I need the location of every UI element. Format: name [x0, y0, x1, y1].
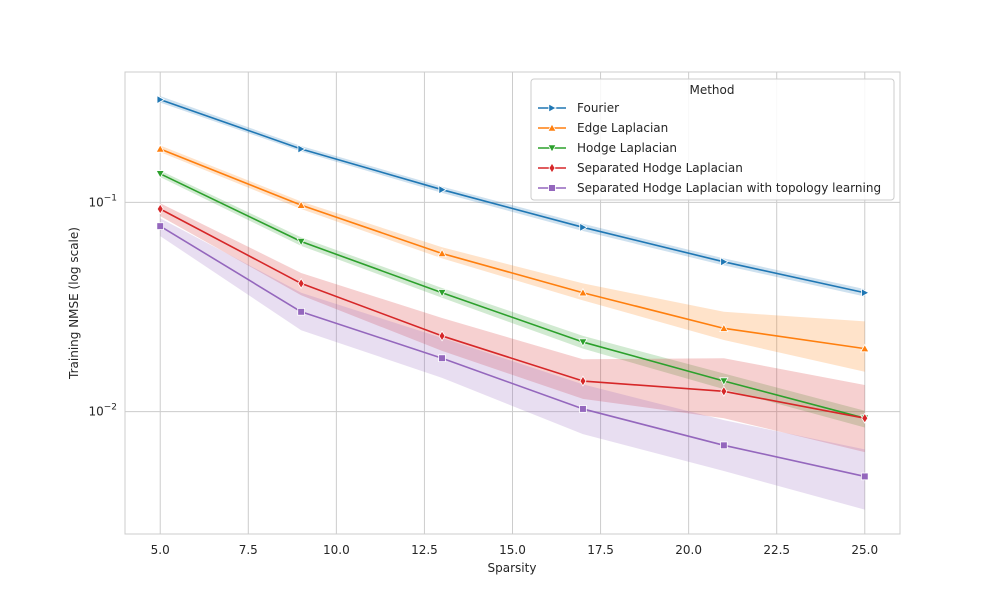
series-markers: [155, 94, 870, 481]
x-tick-label: 5.0: [151, 543, 170, 557]
marker-series-0: [438, 185, 447, 195]
legend-marker-2: [547, 144, 557, 153]
marker-series-2: [155, 170, 165, 179]
marker-series-2: [719, 377, 729, 386]
x-tick-label: 10.0: [323, 543, 350, 557]
marker-series-4: [579, 405, 587, 413]
marker-series-0: [156, 94, 166, 105]
line-series-0: [159, 98, 865, 294]
x-tick-label: 20.0: [675, 543, 702, 557]
marker-series-4: [297, 307, 305, 316]
legend-marker-1: [547, 123, 557, 132]
marker-series-1: [437, 248, 447, 258]
legend-marker-0: [548, 103, 557, 113]
x-tick-label: 7.5: [239, 543, 258, 557]
marker-series-4: [720, 441, 728, 450]
legend-label-1: Edge Laplacian: [577, 121, 668, 135]
x-tick-label: 22.5: [763, 543, 790, 557]
marker-series-3: [156, 203, 164, 215]
marker-series-0: [861, 288, 870, 298]
y-axis-label: Training NMSE (log scale): [67, 227, 81, 380]
line-series-4: [159, 225, 865, 478]
marker-series-3: [720, 385, 728, 397]
marker-series-1: [719, 323, 729, 332]
x-tick-label: 17.5: [587, 543, 614, 557]
x-axis-ticks: 5.0 7.5 10.0 12.5 15.0 17.5 20.0 22.5 25.0: [151, 543, 878, 557]
marker-series-4: [438, 354, 446, 362]
marker-series-2: [296, 237, 306, 247]
y-tick-label: 10−2: [88, 403, 117, 419]
marker-series-4: [156, 222, 165, 230]
band-series-1: [160, 145, 865, 372]
x-tick-label: 25.0: [851, 543, 878, 557]
marker-series-1: [296, 200, 306, 209]
marker-series-0: [297, 144, 306, 154]
plot-frame: [124, 71, 901, 535]
band-series-2: [160, 170, 865, 428]
marker-series-2: [437, 289, 447, 298]
marker-series-0: [720, 257, 729, 267]
legend-box: [530, 78, 895, 201]
band-series-3: [160, 203, 865, 453]
marker-series-1: [155, 144, 165, 153]
legend-marker-4: [548, 184, 556, 192]
series-lines: [159, 98, 865, 478]
marker-series-3: [861, 412, 869, 424]
legend: Method Fourier Edge Laplacian Hodge Laplac…: [530, 78, 895, 201]
marker-series-0: [579, 222, 588, 233]
marker-series-3: [579, 375, 587, 387]
legend-entries: Fourier Edge Laplacian Hodge Laplacian Sepa…: [538, 101, 881, 195]
legend-label-2: Hodge Laplacian: [577, 141, 677, 155]
legend-marker-3: [548, 162, 556, 174]
x-tick-label: 15.0: [499, 543, 526, 557]
legend-label-3: Separated Hodge Laplacian: [577, 161, 743, 175]
x-tick-label: 12.5: [411, 543, 438, 557]
marker-series-3: [438, 330, 446, 342]
x-axis-label: Sparsity: [488, 561, 537, 575]
marker-series-3: [297, 277, 305, 289]
line-series-3: [159, 208, 865, 419]
marker-series-4: [860, 472, 869, 481]
marker-series-2: [578, 338, 588, 347]
line-series-1: [159, 148, 865, 350]
y-axis-ticks: 10−1 10−2: [88, 193, 117, 418]
y-tick-label: 10−1: [88, 193, 117, 209]
legend-label-4: Separated Hodge Laplacian with topology …: [577, 181, 881, 195]
line-series-2: [159, 173, 865, 419]
marker-series-1: [860, 343, 870, 353]
marker-series-1: [578, 287, 588, 297]
legend-label-0: Fourier: [577, 101, 619, 115]
legend-title: Method: [689, 83, 734, 97]
